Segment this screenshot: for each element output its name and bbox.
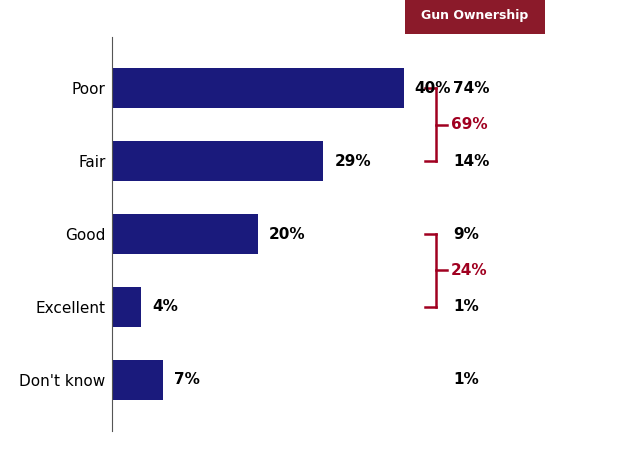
Text: 9%: 9% <box>453 227 479 241</box>
Text: Gun Ownership: Gun Ownership <box>421 9 529 22</box>
Text: 74%: 74% <box>453 81 489 96</box>
Text: 29%: 29% <box>334 154 371 168</box>
Bar <box>112 214 258 254</box>
Text: 4%: 4% <box>152 300 178 314</box>
Text: 14%: 14% <box>453 154 489 168</box>
Text: 1%: 1% <box>453 372 479 387</box>
Text: 7%: 7% <box>174 372 200 387</box>
Bar <box>112 359 163 400</box>
Text: 1%: 1% <box>453 300 479 314</box>
Bar <box>112 68 404 109</box>
Bar <box>112 287 142 327</box>
Text: 24%: 24% <box>451 263 487 278</box>
Bar <box>112 141 323 181</box>
Text: 69%: 69% <box>451 117 487 132</box>
FancyBboxPatch shape <box>405 0 545 34</box>
Text: 20%: 20% <box>269 227 306 241</box>
Text: 40%: 40% <box>414 81 451 96</box>
